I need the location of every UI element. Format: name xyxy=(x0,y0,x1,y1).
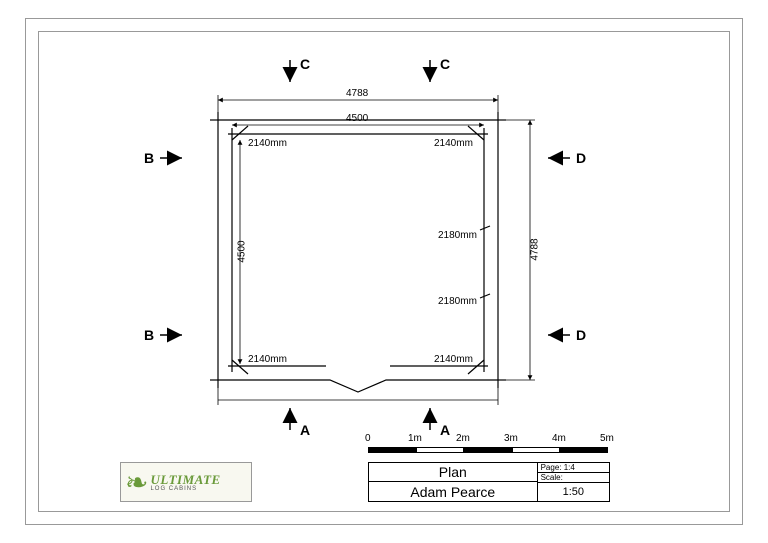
section-a-2: A xyxy=(440,422,450,438)
section-c-2: C xyxy=(440,56,450,72)
section-b-1: B xyxy=(144,150,154,166)
dim-outer-width: 4788 xyxy=(346,88,368,99)
dim-outer-height: 4788 xyxy=(530,238,541,260)
scale-lbl-3: 3m xyxy=(504,433,518,444)
scale-label: Scale: xyxy=(541,473,563,482)
scale-lbl-0: 0 xyxy=(365,433,371,444)
logo-sub: LOG CABINS xyxy=(150,486,220,492)
dim-window-br: 2140mm xyxy=(434,354,473,365)
dim-window-tl: 2140mm xyxy=(248,138,287,149)
scale-bar: 0 1m 2m 3m 4m 5m xyxy=(368,447,608,455)
title-block: Plan Adam Pearce Page: 1:4 Scale: 1:50 xyxy=(368,462,610,502)
title-name: Adam Pearce xyxy=(369,482,538,501)
dim-window-bl: 2140mm xyxy=(248,354,287,365)
section-d-2: D xyxy=(576,327,586,343)
section-c-1: C xyxy=(300,56,310,72)
scale-lbl-2: 2m xyxy=(456,433,470,444)
scale-lbl-5: 5m xyxy=(600,433,614,444)
dim-inner-height: 4500 xyxy=(237,240,248,262)
dim-window-tr: 2140mm xyxy=(434,138,473,149)
section-b-2: B xyxy=(144,327,154,343)
scale-lbl-4: 4m xyxy=(552,433,566,444)
scale-value: 1:50 xyxy=(538,483,609,501)
page-value: 1:4 xyxy=(564,463,575,472)
title-plan: Plan xyxy=(369,463,538,482)
section-a-1: A xyxy=(300,422,310,438)
dim-door-upper: 2180mm xyxy=(438,230,477,241)
dim-door-lower: 2180mm xyxy=(438,296,477,307)
section-d-1: D xyxy=(576,150,586,166)
logo-brand: ULTIMATE xyxy=(150,473,220,486)
scale-lbl-1: 1m xyxy=(408,433,422,444)
page-label: Page: xyxy=(541,463,562,472)
logo: ❧ ULTIMATE LOG CABINS xyxy=(120,462,252,502)
dim-inner-width: 4500 xyxy=(346,113,368,124)
cabin-outline xyxy=(210,112,506,392)
tree-icon: ❧ xyxy=(125,466,148,499)
